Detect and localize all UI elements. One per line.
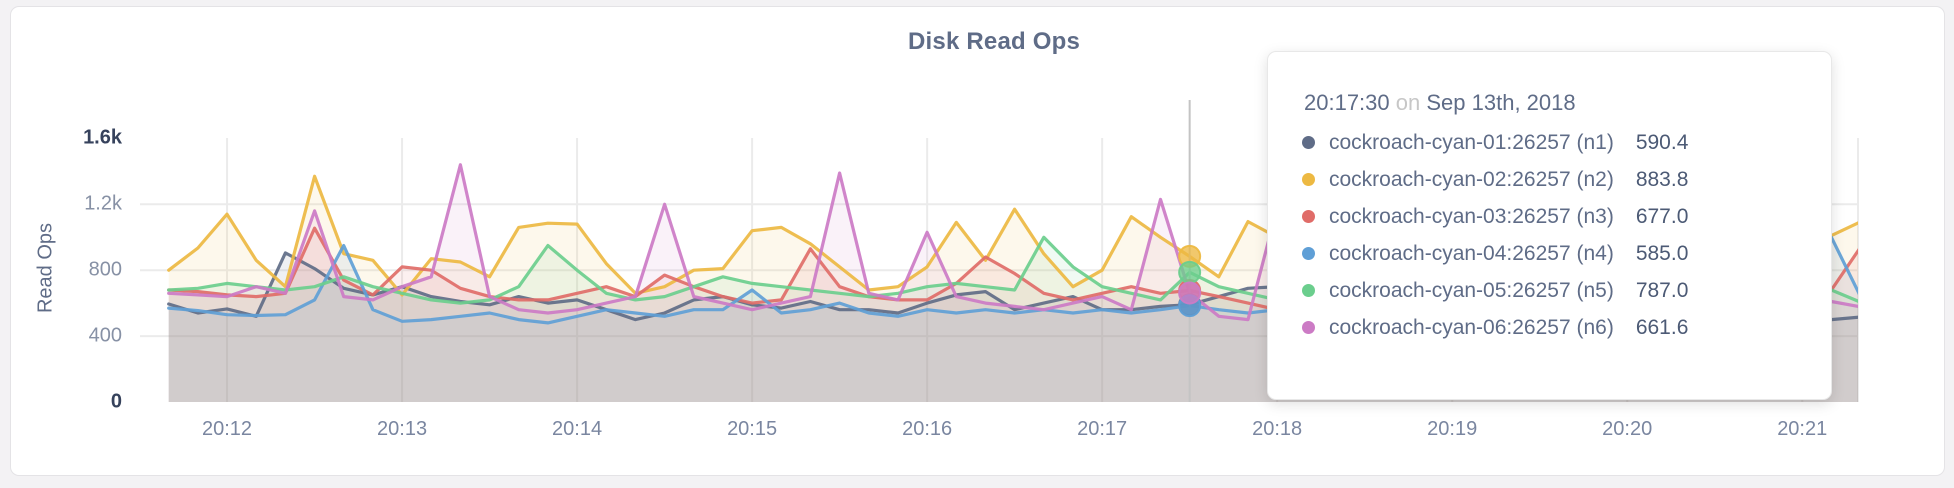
series-color-dot bbox=[1302, 210, 1315, 223]
tooltip-time: 20:17:30 bbox=[1304, 90, 1390, 115]
x-axis-tick-label: 20:18 bbox=[1252, 418, 1303, 440]
series-value: 787.0 bbox=[1635, 278, 1689, 302]
series-color-dot bbox=[1302, 321, 1315, 334]
y-axis-tick-label: 0 bbox=[110, 390, 122, 413]
series-value: 661.6 bbox=[1635, 315, 1689, 339]
series-color-dot bbox=[1302, 136, 1315, 149]
y-axis-tick-label: 400 bbox=[88, 324, 122, 347]
y-axis-tick-label: 1.6k bbox=[83, 126, 122, 149]
tooltip-row: cockroach-cyan-01:26257 (n1) 590.4 bbox=[1302, 124, 1797, 161]
x-axis-tick-label: 20:14 bbox=[552, 418, 603, 440]
tooltip-header: 20:17:30 on Sep 13th, 2018 bbox=[1302, 90, 1797, 116]
series-label: cockroach-cyan-01:26257 (n1) bbox=[1329, 130, 1614, 154]
x-axis-tick-label: 20:20 bbox=[1602, 418, 1653, 440]
x-axis-tick-label: 20:17 bbox=[1077, 418, 1128, 440]
tooltip-row: cockroach-cyan-05:26257 (n5) 787.0 bbox=[1302, 272, 1797, 309]
x-axis-tick-label: 20:21 bbox=[1777, 418, 1828, 440]
series-color-dot bbox=[1302, 173, 1315, 186]
series-value: 585.0 bbox=[1635, 241, 1689, 265]
tooltip-row: cockroach-cyan-02:26257 (n2) 883.8 bbox=[1302, 161, 1797, 198]
tooltip-conjunction: on bbox=[1395, 90, 1421, 115]
x-axis-tick-label: 20:15 bbox=[727, 418, 778, 440]
x-axis-tick-label: 20:19 bbox=[1427, 418, 1478, 440]
y-axis-tick-label: 1.2k bbox=[84, 192, 122, 215]
x-axis-tick-label: 20:16 bbox=[902, 418, 953, 440]
hover-dot bbox=[1178, 260, 1202, 284]
chart-title: Disk Read Ops bbox=[908, 28, 1080, 55]
series-value: 677.0 bbox=[1635, 204, 1689, 228]
series-label: cockroach-cyan-02:26257 (n2) bbox=[1329, 167, 1614, 191]
series-color-dot bbox=[1302, 284, 1315, 297]
hover-dot bbox=[1178, 281, 1202, 305]
series-color-dot bbox=[1302, 247, 1315, 260]
x-axis-tick-label: 20:13 bbox=[377, 418, 428, 440]
tooltip-row: cockroach-cyan-04:26257 (n4) 585.0 bbox=[1302, 235, 1797, 272]
x-axis-tick-label: 20:12 bbox=[202, 418, 253, 440]
tooltip-row: cockroach-cyan-06:26257 (n6) 661.6 bbox=[1302, 309, 1797, 346]
y-axis-tick-label: 800 bbox=[88, 258, 122, 281]
series-label: cockroach-cyan-04:26257 (n4) bbox=[1329, 241, 1614, 265]
series-value: 590.4 bbox=[1635, 130, 1689, 154]
series-label: cockroach-cyan-05:26257 (n5) bbox=[1329, 278, 1614, 302]
hover-tooltip: 20:17:30 on Sep 13th, 2018 cockroach-cya… bbox=[1267, 51, 1832, 400]
tooltip-row: cockroach-cyan-03:26257 (n3) 677.0 bbox=[1302, 198, 1797, 235]
series-label: cockroach-cyan-06:26257 (n6) bbox=[1329, 315, 1614, 339]
series-label: cockroach-cyan-03:26257 (n3) bbox=[1329, 204, 1614, 228]
tooltip-date: Sep 13th, 2018 bbox=[1426, 90, 1576, 115]
series-value: 883.8 bbox=[1635, 167, 1689, 191]
